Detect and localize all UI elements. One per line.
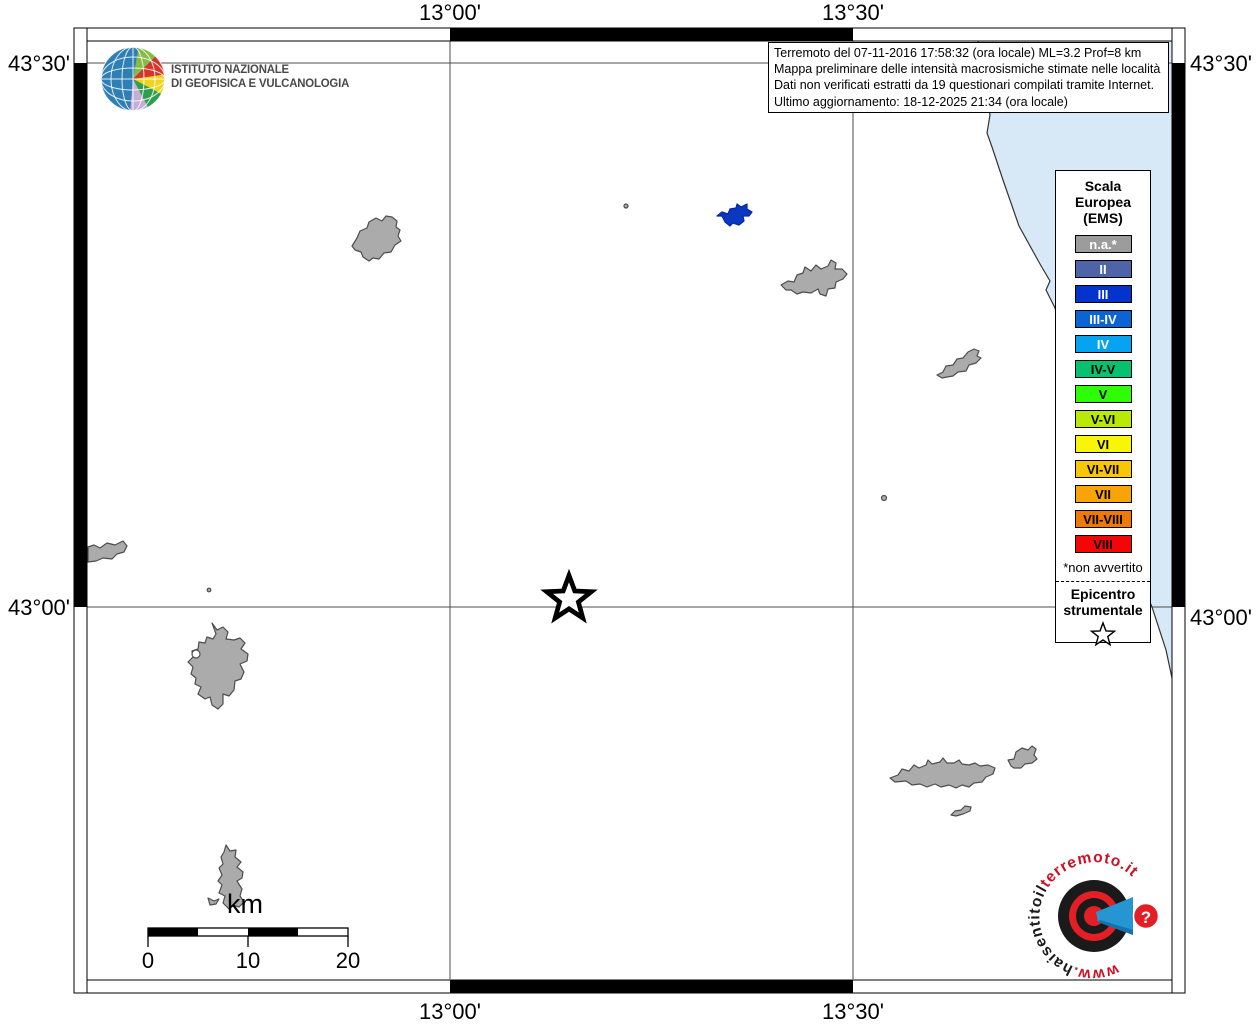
lat-label-right-north: 43°30' — [1190, 51, 1252, 76]
lon-label-top-east: 13°30' — [822, 0, 884, 25]
legend-intensity-chip: III — [1074, 285, 1132, 303]
locality-speck — [880, 494, 888, 502]
legend-separator — [1056, 581, 1150, 582]
scale-bar — [147, 927, 349, 947]
lon-label-bottom-west: 13°00' — [419, 999, 481, 1024]
legend-title: Scala Europea (EMS) — [1074, 178, 1131, 226]
locality-shape — [217, 844, 245, 910]
locality-shape — [1007, 745, 1038, 769]
epicenter-star-icon — [540, 568, 598, 624]
legend-intensity-chip: V-VI — [1074, 410, 1132, 428]
locality-speck — [206, 587, 212, 593]
legend-intensity-chip: II — [1074, 260, 1132, 278]
locality-shape — [351, 215, 402, 262]
ingv-name-line1: ISTITUTO NAZIONALE — [171, 62, 289, 76]
scale-unit-label: km — [227, 889, 263, 919]
haisentito-logo[interactable]: ? www.haisentitoilterremoto.it — [1026, 849, 1160, 983]
lon-label-bottom-east: 13°30' — [822, 999, 884, 1024]
scale-tick-0: 0 — [141, 948, 155, 973]
legend-intensity-chip: VIII — [1074, 535, 1132, 553]
ingv-globe-icon[interactable] — [100, 46, 166, 112]
frame-black-right — [1172, 63, 1185, 607]
localities — [87, 43, 1038, 910]
lat-label-left-south: 43°00' — [8, 595, 70, 620]
info-line-event: Terremoto del 07-11-2016 17:58:32 (ora l… — [774, 46, 1142, 60]
locality-speck — [623, 203, 629, 209]
scale-tick-20: 20 — [335, 948, 361, 973]
legend-intensity-chip: V — [1074, 385, 1132, 403]
legend-epicenter-label: Epicentro strumentale — [1063, 586, 1143, 618]
frame-black-left — [74, 63, 87, 607]
svg-text:?: ? — [1141, 908, 1151, 927]
ingv-name-line2: DI GEOFISICA E VULCANOLOGIA — [171, 76, 350, 90]
frame-black-bottom — [450, 980, 853, 993]
info-line-updated: Ultimo aggiornamento: 18-12-2025 21:34 (… — [774, 94, 1068, 109]
legend-intensity-chip: IV — [1074, 335, 1132, 353]
legend-footnote: *non avvertito — [1063, 560, 1143, 575]
legend-epicenter-star-icon — [1089, 620, 1117, 647]
legend-intensity-chip: IV-V — [1074, 360, 1132, 378]
locality-intensity-iii — [716, 203, 753, 227]
lon-label-top-west: 13°00' — [419, 0, 481, 25]
megaphone-icon — [1096, 897, 1133, 935]
question-mark: ? — [1141, 908, 1151, 927]
locality-shape — [780, 259, 848, 297]
locality-shape — [889, 757, 996, 789]
locality-shape — [187, 622, 249, 710]
legend-intensity-chip: III-IV — [1074, 310, 1132, 328]
lat-label-right-south: 43°00' — [1190, 605, 1252, 630]
locality-shape — [936, 348, 982, 379]
locality-shape — [950, 805, 972, 817]
locality-gap — [191, 649, 201, 659]
question-badge — [1132, 902, 1160, 930]
legend-chips: n.a.* II III III-IV IV IV-V V V-VI VI VI… — [1056, 235, 1150, 553]
frame-black-top — [450, 28, 853, 41]
legend-intensity-chip: VI — [1074, 435, 1132, 453]
legend-intensity-chip: n.a.* — [1074, 235, 1132, 253]
info-line-map-type: Mappa preliminare delle intensità macros… — [774, 62, 1161, 77]
info-line-questionnaires: Dati non verificati estratti da 19 quest… — [774, 78, 1155, 93]
legend-intensity-chip: VI-VII — [1074, 460, 1132, 478]
legend-intensity-chip: VII — [1074, 485, 1132, 503]
locality-shape — [87, 540, 128, 563]
locality-shape — [207, 897, 220, 906]
lat-label-left-north: 43°30' — [8, 51, 70, 76]
legend-intensity-chip: VII-VIII — [1074, 510, 1132, 528]
ems-legend: Scala Europea (EMS) n.a.* II III III-IV … — [1055, 170, 1151, 647]
earthquake-info-box: Terremoto del 07-11-2016 17:58:32 (ora l… — [768, 42, 1169, 113]
map-frame — [73, 27, 1186, 994]
scale-tick-10: 10 — [235, 948, 261, 973]
